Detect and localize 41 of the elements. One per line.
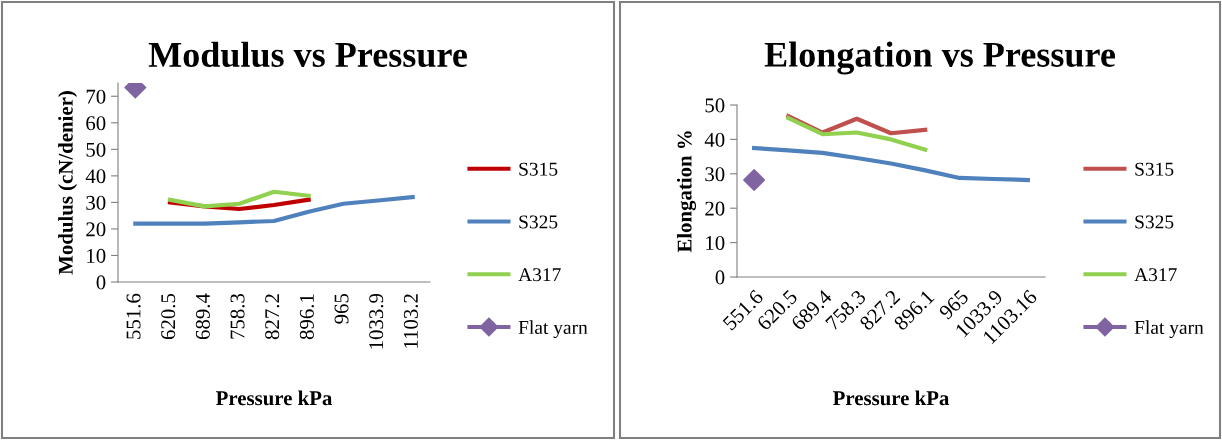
y-axis-title: Modulus (cN/denier) [58, 91, 78, 275]
y-tick-label: 0 [96, 275, 106, 290]
legend-label: S315 [1135, 162, 1174, 176]
x-tick-label: 689.4 [195, 293, 210, 340]
y-tick-label: 30 [86, 195, 106, 210]
x-axis-title: Pressure kPa [215, 390, 333, 406]
y-tick-label: 20 [705, 201, 725, 216]
chart-title: Elongation vs Pressure [764, 41, 1115, 75]
x-tick-label: 758.3 [230, 293, 245, 339]
legend-label: Flat yarn [1134, 320, 1204, 339]
y-tick-label: 0 [715, 270, 725, 285]
x-tick-label: 1103.2 [403, 294, 418, 348]
legend-label: Flat yarn [518, 320, 588, 339]
x-tick-label: 1033.9 [369, 293, 384, 349]
x-axis-title: Pressure kPa [832, 390, 950, 406]
legend-label: A317 [1134, 268, 1177, 282]
y-tick-label: 40 [85, 169, 106, 184]
legend-label: S325 [1135, 215, 1174, 229]
line-series [752, 145, 1030, 183]
x-tick-label: 620.5 [161, 293, 176, 340]
y-tick-label: 70 [86, 89, 106, 104]
legend-label: S325 [519, 215, 558, 229]
chart-title: Modulus vs Pressure [148, 41, 467, 68]
y-tick-label: 50 [86, 142, 106, 157]
y-tick-label: 10 [706, 235, 725, 251]
line-series [786, 115, 928, 152]
line-series [133, 195, 415, 226]
y-tick-label: 10 [87, 248, 106, 263]
y-tick-label: 40 [704, 132, 725, 147]
x-tick-label: 551.6 [126, 293, 141, 339]
x-tick-label: 827.2 [265, 294, 280, 340]
x-tick-label: 896.1 [299, 294, 314, 340]
y-tick-label: 60 [86, 116, 106, 131]
legend-label: S315 [519, 162, 558, 176]
line-series [167, 189, 311, 209]
y-tick-label: 50 [705, 98, 725, 113]
y-tick-label: 30 [705, 167, 725, 182]
y-axis-title: Elongation % [676, 131, 697, 253]
x-tick-label: 965 [334, 293, 349, 324]
legend-label: A317 [518, 268, 561, 282]
y-tick-label: 20 [86, 222, 106, 237]
